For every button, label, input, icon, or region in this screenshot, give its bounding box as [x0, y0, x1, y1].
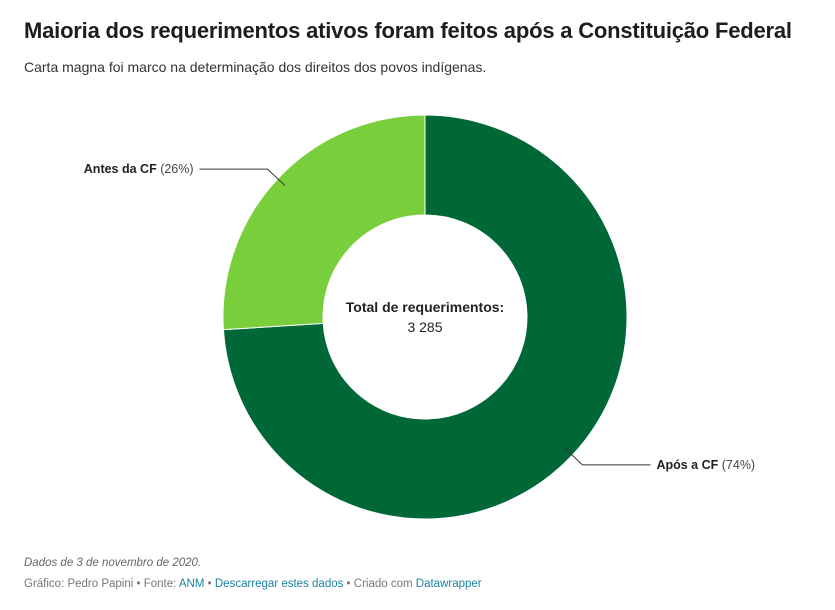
center-label: Total de requerimentos: [346, 299, 504, 315]
chart-notes: Dados de 3 de novembro de 2020. [24, 557, 202, 569]
slice-name-1: Após a CF [656, 458, 721, 472]
leader-line-2 [199, 168, 286, 186]
download-data-link[interactable]: Descarregar estes dados [214, 578, 344, 590]
slice-label-1: Após a CF (74%) [656, 458, 755, 472]
slice-value-1: (74%) [722, 458, 755, 472]
slice-value-2: (26%) [160, 162, 193, 176]
donut-chart: Após a CF (74%) Antes da CF (26%) Total d… [84, 114, 755, 520]
chart-title: Maioria dos requerimentos ativos foram f… [24, 18, 792, 43]
datawrapper-link[interactable]: Datawrapper [415, 578, 482, 590]
donut-slice-2[interactable] [222, 114, 426, 331]
donut-slice-1[interactable] [222, 114, 628, 520]
source-link[interactable]: ANM [178, 578, 205, 590]
credit-text: Gráfico: Pedro Papini • Fonte: [24, 578, 179, 590]
center-value: 3 285 [407, 319, 442, 335]
chart-subtitle: Carta magna foi marco na determinação do… [24, 59, 487, 75]
created-with-text: • Criado com [343, 578, 416, 590]
leader-line-1 [564, 448, 651, 466]
slice-label-2: Antes da CF (26%) [84, 162, 194, 176]
separator: • [204, 578, 215, 590]
slice-name-2: Antes da CF [84, 162, 160, 176]
chart-footer: Gráfico: Pedro Papini • Fonte: ANM • Des… [24, 578, 482, 590]
